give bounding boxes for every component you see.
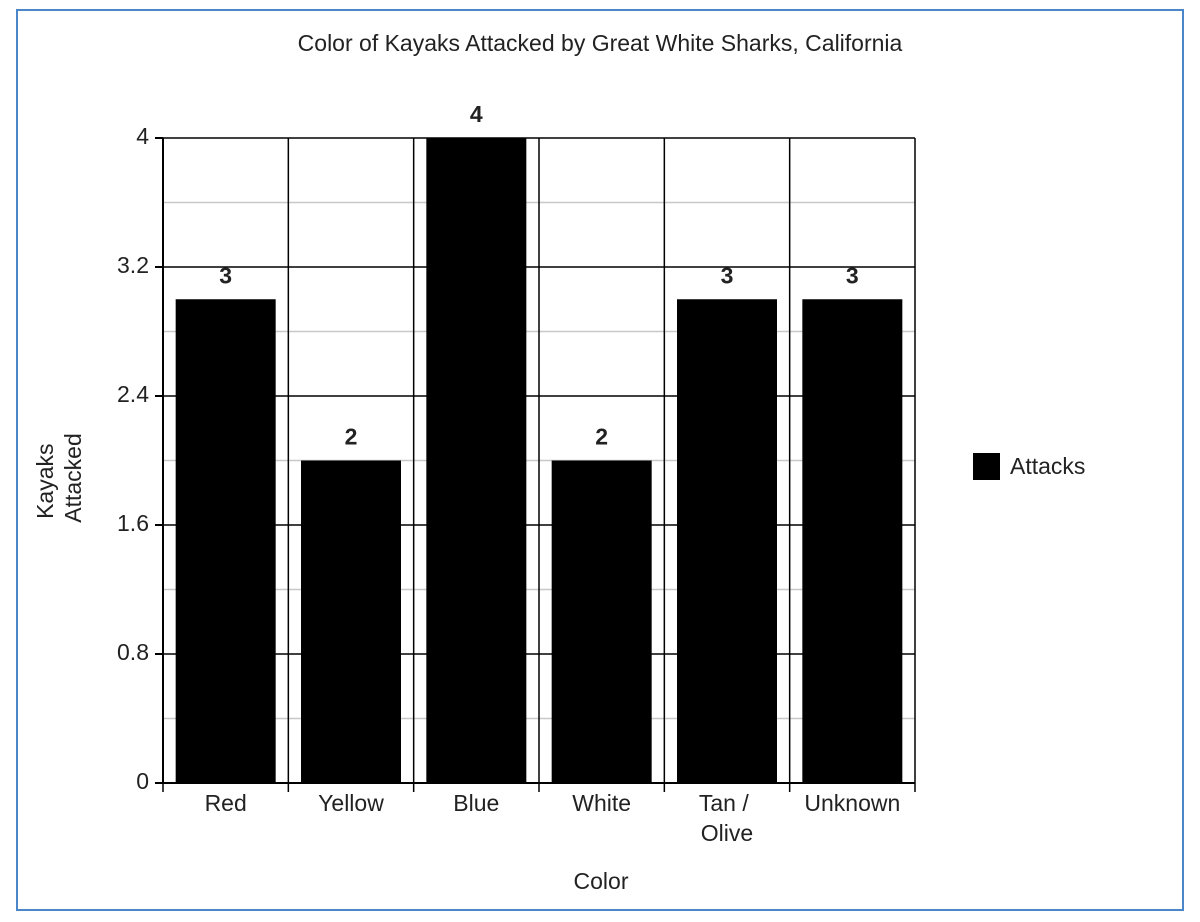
x-tick-label: Yellow [318,790,384,816]
y-axis-label: Kayaks Attacked [32,433,86,523]
bar [551,460,652,783]
x-tick-label: Unknown [804,790,900,816]
bar [677,299,777,783]
value-label: 2 [595,424,608,450]
y-tick-label: 1.6 [117,510,149,536]
legend-label: Attacks [1010,453,1085,479]
value-label: 3 [721,262,734,288]
bar [175,299,276,783]
legend-swatch [973,453,1000,480]
value-label: 4 [470,101,483,127]
x-tick-label: White [572,790,631,816]
x-tick-label: Tan / Olive [699,790,755,846]
y-tick-label: 2.4 [117,381,149,407]
y-tick-label: 0 [136,768,149,794]
value-label: 3 [846,262,859,288]
y-tick-label: 4 [136,123,149,149]
bar [301,460,401,783]
x-tick-label: Blue [453,790,499,816]
bar [426,138,527,783]
x-axis-label: Color [574,868,629,894]
chart-title: Color of Kayaks Attacked by Great White … [298,30,903,56]
x-tick-label: Red [205,790,247,816]
value-label: 3 [219,262,232,288]
bar [802,299,903,783]
y-tick-label: 0.8 [117,639,149,665]
value-label: 2 [345,424,358,450]
y-tick-label: 3.2 [117,252,149,278]
